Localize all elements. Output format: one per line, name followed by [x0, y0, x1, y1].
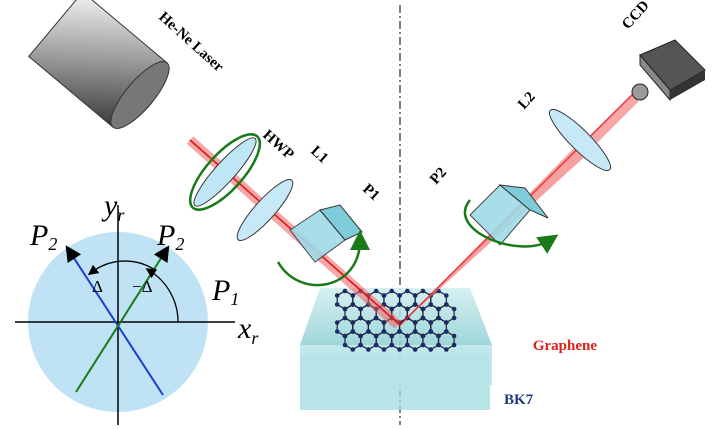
atom [366, 347, 371, 352]
atom [444, 347, 449, 352]
atom [412, 320, 418, 325]
axis-label: yr [101, 189, 125, 225]
label: P1 [359, 181, 382, 204]
atom [389, 306, 395, 312]
atom [358, 315, 363, 321]
lens-l1 [236, 179, 294, 241]
atom [373, 288, 379, 294]
atom [451, 333, 457, 339]
atom [412, 293, 418, 298]
hwp [188, 133, 262, 211]
axis-label: xr [237, 312, 259, 348]
atom [397, 293, 402, 298]
atom [334, 302, 340, 307]
atom [366, 329, 371, 334]
atom [436, 342, 441, 348]
atom [420, 333, 426, 339]
atom [451, 306, 457, 312]
atom [358, 333, 363, 339]
atom [389, 342, 395, 348]
label: Graphene [533, 338, 598, 354]
label: P2 [427, 165, 450, 188]
atom [436, 333, 441, 339]
atom [420, 315, 426, 321]
atom [397, 302, 402, 307]
atom [444, 320, 449, 325]
substrate [300, 288, 492, 410]
atom [342, 288, 348, 294]
atom [412, 347, 418, 352]
atom [428, 347, 434, 352]
atom [350, 347, 356, 352]
atom [342, 306, 348, 312]
axis-label: P1 [211, 274, 239, 309]
atom [436, 315, 441, 321]
atom [428, 329, 434, 334]
label: HWP [259, 127, 296, 163]
atom [334, 329, 340, 334]
polarizer-p2 [463, 184, 559, 254]
atom [420, 306, 426, 312]
atom [381, 293, 387, 298]
atom [350, 293, 356, 298]
atom [373, 315, 379, 321]
atom [342, 315, 348, 321]
coordinate-diagram [15, 205, 235, 425]
ccd [631, 39, 706, 102]
atom [444, 293, 449, 298]
atom [436, 306, 441, 312]
atom [444, 302, 449, 307]
lens-l2 [548, 108, 612, 172]
atom [358, 342, 363, 348]
label: L2 [515, 89, 539, 113]
atom [405, 333, 410, 339]
polarizer-p1 [276, 204, 370, 287]
atom [397, 347, 402, 352]
atom [451, 315, 457, 321]
atom [444, 329, 449, 334]
laser [28, 0, 170, 129]
atom [389, 333, 395, 339]
atom [428, 320, 434, 325]
atom [428, 302, 434, 307]
atom [350, 320, 356, 325]
atom [342, 333, 348, 339]
atom [381, 347, 387, 352]
angle-label: Δ [92, 277, 103, 296]
atom [397, 329, 402, 334]
atom [412, 302, 418, 307]
atom [420, 342, 426, 348]
atom [420, 288, 426, 294]
atom [358, 306, 363, 312]
label: BK7 [504, 392, 534, 408]
atom [334, 293, 340, 298]
atom [381, 329, 387, 334]
atom [350, 302, 356, 307]
atom [350, 329, 356, 334]
axis-label: P2 [29, 219, 57, 254]
atom [405, 342, 410, 348]
atom [342, 342, 348, 348]
atom [334, 320, 340, 325]
atom [366, 320, 371, 325]
atom [405, 288, 410, 294]
atom [373, 342, 379, 348]
label: CCD [619, 0, 653, 33]
atom [451, 342, 457, 348]
atom [405, 306, 410, 312]
atom [412, 329, 418, 334]
atom [381, 320, 387, 325]
angle-label: −Δ [132, 277, 153, 296]
label: L1 [307, 143, 331, 167]
atom [389, 288, 395, 294]
axis-label: P2 [156, 219, 184, 254]
atom [373, 333, 379, 339]
